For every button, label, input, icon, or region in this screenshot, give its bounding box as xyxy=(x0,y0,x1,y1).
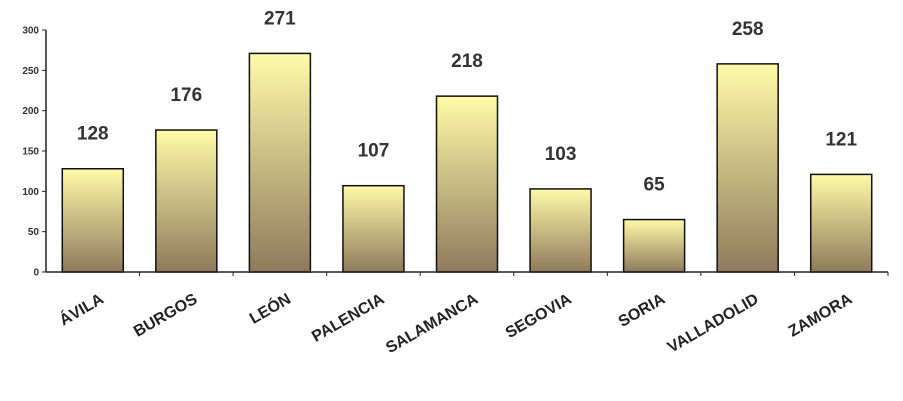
data-label: 65 xyxy=(644,175,666,196)
data-label: 271 xyxy=(264,8,296,29)
data-label: 107 xyxy=(358,141,390,162)
bar-burgos xyxy=(155,129,218,273)
y-tick-label: 150 xyxy=(22,147,39,158)
x-tick-label: VALLADOLID xyxy=(665,291,762,357)
data-label: 128 xyxy=(77,124,109,145)
data-label: 218 xyxy=(451,51,483,72)
x-tick-label: BURGOS xyxy=(131,291,201,341)
x-tick-label: SALAMANCA xyxy=(383,291,481,357)
bars: 128 176 271 107 218 103 65 258 121 xyxy=(61,8,873,273)
x-tick-label: LEÓN xyxy=(246,289,294,328)
y-tick-label: 50 xyxy=(28,227,40,238)
bar-valladolid xyxy=(716,63,779,273)
y-tick-label: 300 xyxy=(22,26,39,37)
y-tick-label: 250 xyxy=(22,66,39,77)
data-label: 258 xyxy=(732,19,764,40)
x-tick-label: ZAMORA xyxy=(786,291,856,341)
data-label: 103 xyxy=(545,144,577,165)
bar-ávila xyxy=(61,167,125,273)
bar-zamora xyxy=(809,173,873,273)
x-tick-label: PALENCIA xyxy=(309,291,388,346)
bar-segovia xyxy=(529,188,592,273)
bar-león xyxy=(248,52,312,273)
bar-salamanca xyxy=(435,95,499,273)
x-tick-label: SORIA xyxy=(616,291,669,331)
x-tick-label: SEGOVIA xyxy=(503,291,575,342)
y-tick-label: 100 xyxy=(22,187,39,198)
data-label: 176 xyxy=(170,85,202,106)
data-label: 121 xyxy=(825,129,857,150)
y-axis: 0 50 100 150 200 250 300 xyxy=(22,26,47,279)
bar-palencia xyxy=(342,184,405,273)
bar-soria xyxy=(622,218,686,273)
x-tick-label: ÁVILA xyxy=(56,289,107,330)
y-tick-label: 0 xyxy=(33,268,39,279)
y-tick-label: 200 xyxy=(22,106,39,117)
